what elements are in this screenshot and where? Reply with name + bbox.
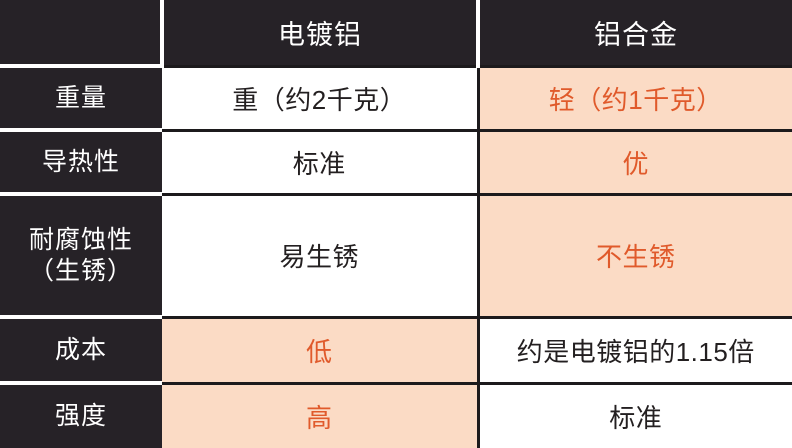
- row-label-strength: 强度: [0, 381, 162, 448]
- cell-cost-alloy: 约是电镀铝的1.15倍: [478, 315, 792, 383]
- row-label-corrosion-resistance: 耐腐蚀性 （生锈）: [0, 192, 162, 317]
- row-label-line: （生锈）: [28, 256, 133, 285]
- column-header-aluminum-alloy: 铝合金: [478, 0, 792, 66]
- row-label-line: 耐腐蚀性: [28, 226, 133, 254]
- cell-weight-alloy: 轻（约1千克）: [478, 64, 792, 130]
- table-row: 强度 高 标准: [0, 381, 792, 448]
- cell-weight-electroplated: 重（约2千克）: [162, 64, 480, 130]
- table-row: 重量 重（约2千克） 轻（约1千克）: [0, 64, 792, 130]
- cell-corrosion-alloy: 不生锈: [478, 192, 792, 317]
- table-row: 导热性 标准 优: [0, 128, 792, 194]
- header-corner-cell: [0, 0, 164, 68]
- cell-thermal-electroplated: 标准: [162, 128, 480, 194]
- cell-strength-alloy: 标准: [478, 381, 792, 448]
- column-header-electroplated-aluminum: 电镀铝: [162, 0, 480, 66]
- table-header-row: 电镀铝 铝合金: [0, 0, 792, 68]
- table-row: 成本 低 约是电镀铝的1.15倍: [0, 315, 792, 383]
- cell-thermal-alloy: 优: [478, 128, 792, 194]
- cell-cost-electroplated: 低: [162, 315, 480, 383]
- row-label-weight: 重量: [0, 64, 162, 130]
- table-row: 耐腐蚀性 （生锈） 易生锈 不生锈: [0, 192, 792, 317]
- row-label-thermal-conductivity: 导热性: [0, 128, 162, 194]
- cell-strength-electroplated: 高: [162, 381, 480, 448]
- row-label-cost: 成本: [0, 315, 162, 383]
- cell-corrosion-electroplated: 易生锈: [162, 192, 480, 317]
